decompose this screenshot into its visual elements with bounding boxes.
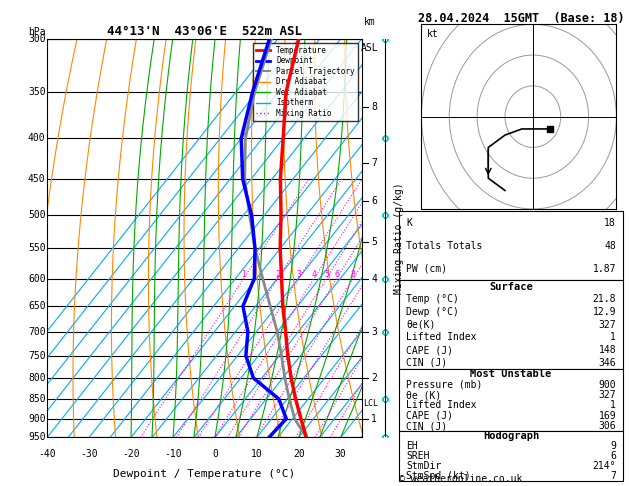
- Text: 48: 48: [604, 241, 616, 251]
- Text: EH: EH: [406, 441, 418, 451]
- Text: hPa: hPa: [28, 27, 46, 37]
- Text: 900: 900: [28, 414, 46, 424]
- Text: CAPE (J): CAPE (J): [406, 411, 453, 421]
- Text: 28.04.2024  15GMT  (Base: 18): 28.04.2024 15GMT (Base: 18): [418, 12, 625, 25]
- Text: Lifted Index: Lifted Index: [406, 400, 477, 410]
- Text: 300: 300: [28, 34, 46, 44]
- Text: 400: 400: [28, 133, 46, 143]
- Text: 30: 30: [335, 450, 347, 459]
- Text: 8: 8: [351, 270, 355, 278]
- Text: 306: 306: [598, 421, 616, 431]
- Text: StmSpd (kt): StmSpd (kt): [406, 471, 470, 481]
- Bar: [399, 280, 623, 369]
- Text: kt: kt: [427, 29, 439, 38]
- Text: Surface: Surface: [489, 281, 533, 292]
- Text: 12.9: 12.9: [593, 307, 616, 317]
- Text: 700: 700: [28, 327, 46, 337]
- Text: StmDir: StmDir: [406, 461, 442, 471]
- Text: 650: 650: [28, 301, 46, 311]
- Text: 750: 750: [28, 351, 46, 361]
- Text: Mixing Ratio (g/kg): Mixing Ratio (g/kg): [394, 182, 404, 294]
- Text: Dewpoint / Temperature (°C): Dewpoint / Temperature (°C): [113, 469, 296, 479]
- Text: 8: 8: [371, 102, 377, 112]
- Text: 850: 850: [28, 394, 46, 404]
- Text: 800: 800: [28, 373, 46, 383]
- Text: km: km: [364, 17, 376, 27]
- Text: 5: 5: [324, 270, 329, 278]
- Text: 7: 7: [371, 158, 377, 168]
- Text: 10: 10: [251, 450, 263, 459]
- Text: ASL: ASL: [360, 43, 379, 53]
- Text: 3: 3: [371, 327, 377, 337]
- Text: 20: 20: [293, 450, 304, 459]
- Text: Dewp (°C): Dewp (°C): [406, 307, 459, 317]
- Text: 169: 169: [598, 411, 616, 421]
- Text: Hodograph: Hodograph: [483, 431, 539, 441]
- Text: 900: 900: [598, 380, 616, 390]
- Text: 4: 4: [371, 274, 377, 283]
- Text: CIN (J): CIN (J): [406, 358, 447, 368]
- Text: 327: 327: [598, 320, 616, 330]
- Text: © weatheronline.co.uk: © weatheronline.co.uk: [399, 473, 523, 484]
- Text: 500: 500: [28, 210, 46, 221]
- Text: K: K: [406, 218, 412, 228]
- Text: 1.87: 1.87: [593, 264, 616, 274]
- Text: 148: 148: [598, 345, 616, 355]
- Text: 3: 3: [296, 270, 301, 278]
- Text: CIN (J): CIN (J): [406, 421, 447, 431]
- Text: 350: 350: [28, 87, 46, 97]
- Text: PW (cm): PW (cm): [406, 264, 447, 274]
- Bar: [399, 431, 623, 481]
- Text: Temp (°C): Temp (°C): [406, 294, 459, 304]
- Text: θe(K): θe(K): [406, 320, 435, 330]
- Text: 346: 346: [598, 358, 616, 368]
- Text: -10: -10: [164, 450, 182, 459]
- Text: 2: 2: [276, 270, 280, 278]
- Text: 600: 600: [28, 274, 46, 283]
- Bar: [399, 369, 623, 431]
- Text: 7: 7: [610, 471, 616, 481]
- Text: LCL: LCL: [363, 399, 378, 408]
- Text: 5: 5: [371, 237, 377, 247]
- Title: 44°13'N  43°06'E  522m ASL: 44°13'N 43°06'E 522m ASL: [107, 25, 302, 38]
- Text: -30: -30: [81, 450, 98, 459]
- Text: 6: 6: [610, 451, 616, 461]
- Text: 9: 9: [610, 441, 616, 451]
- Text: 6: 6: [334, 270, 339, 278]
- Text: CAPE (J): CAPE (J): [406, 345, 453, 355]
- Text: Most Unstable: Most Unstable: [470, 369, 552, 380]
- Text: 214°: 214°: [593, 461, 616, 471]
- Text: 1: 1: [242, 270, 246, 278]
- Text: 4: 4: [311, 270, 316, 278]
- Text: 950: 950: [28, 433, 46, 442]
- Text: Lifted Index: Lifted Index: [406, 332, 477, 343]
- Text: Pressure (mb): Pressure (mb): [406, 380, 482, 390]
- Text: 2: 2: [371, 373, 377, 383]
- Text: 1: 1: [371, 414, 377, 424]
- Text: -20: -20: [122, 450, 140, 459]
- Text: 6: 6: [371, 196, 377, 207]
- Text: SREH: SREH: [406, 451, 430, 461]
- Text: Totals Totals: Totals Totals: [406, 241, 482, 251]
- Text: 1: 1: [610, 400, 616, 410]
- Text: 550: 550: [28, 243, 46, 253]
- Text: 1: 1: [610, 332, 616, 343]
- Text: 18: 18: [604, 218, 616, 228]
- Text: -40: -40: [38, 450, 56, 459]
- Text: 327: 327: [598, 390, 616, 400]
- Legend: Temperature, Dewpoint, Parcel Trajectory, Dry Adiabat, Wet Adiabat, Isotherm, Mi: Temperature, Dewpoint, Parcel Trajectory…: [253, 43, 358, 121]
- Bar: [399, 211, 623, 280]
- Text: 450: 450: [28, 174, 46, 184]
- Text: 0: 0: [212, 450, 218, 459]
- Text: 21.8: 21.8: [593, 294, 616, 304]
- Text: θe (K): θe (K): [406, 390, 442, 400]
